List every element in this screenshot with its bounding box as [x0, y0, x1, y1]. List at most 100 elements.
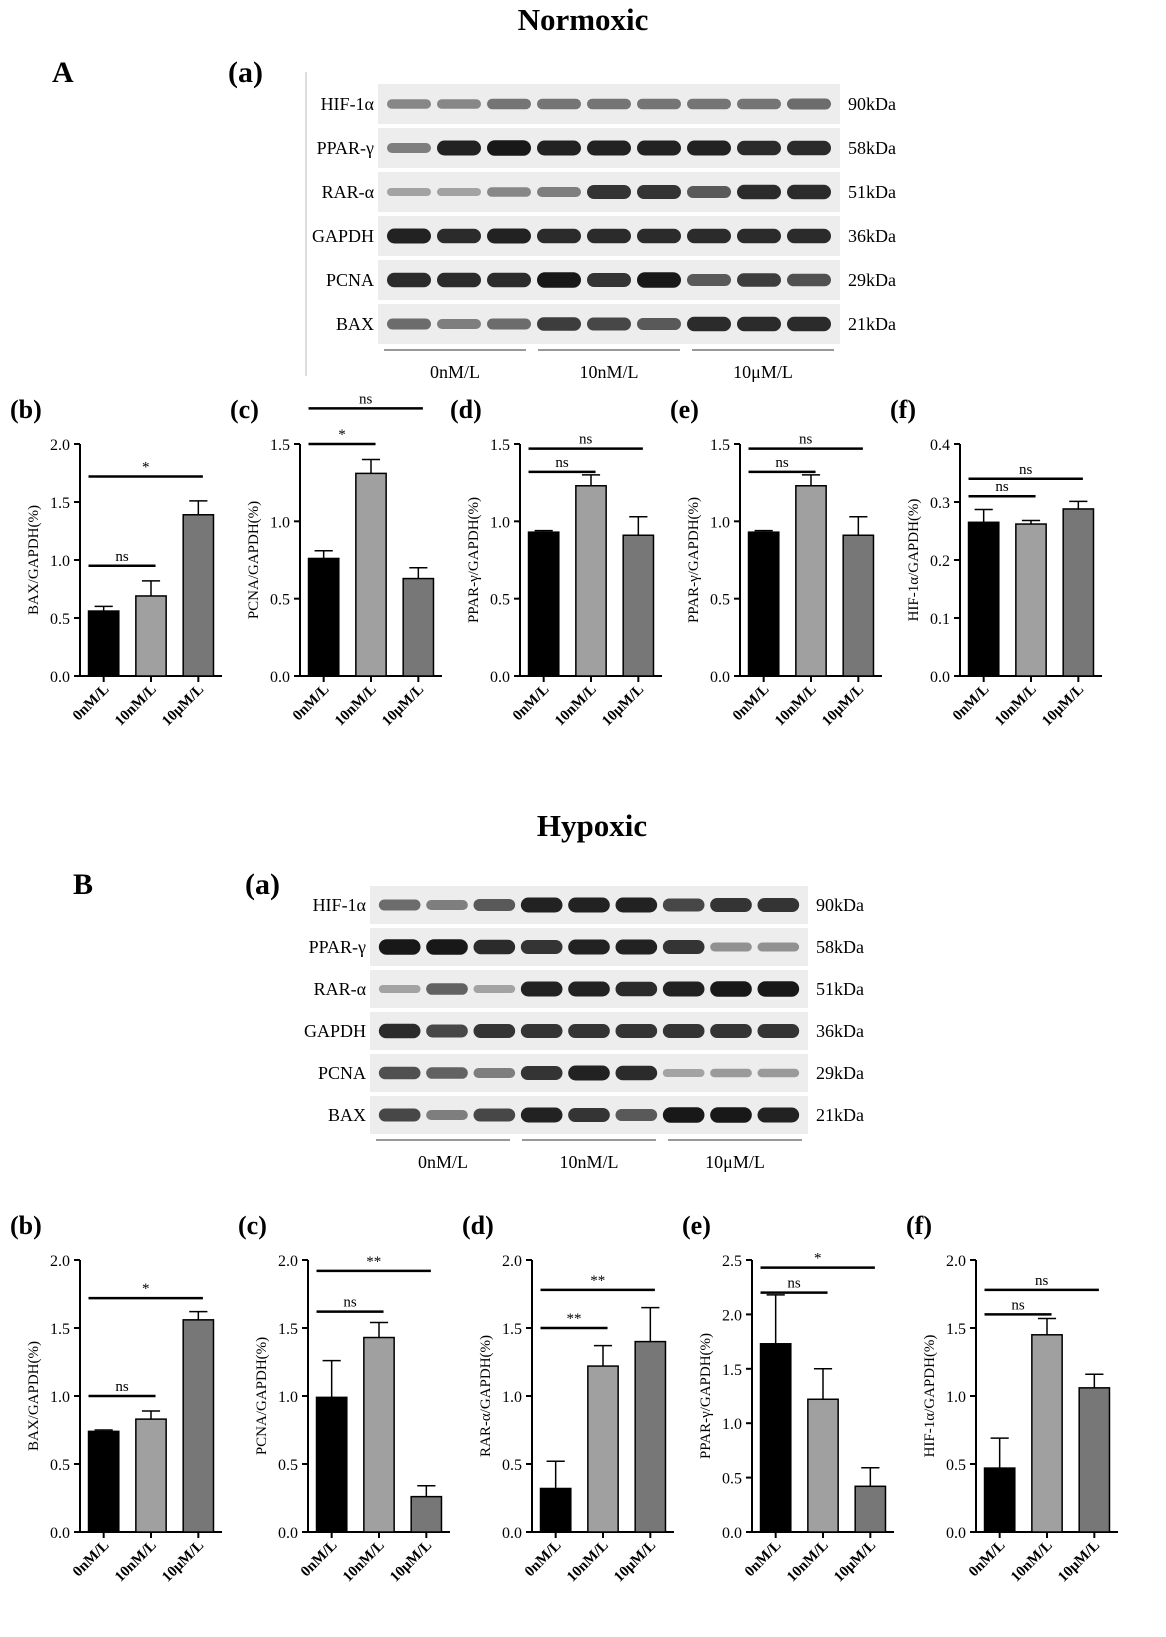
- y-axis-label: HIF-1α/GAPDH(%): [906, 499, 922, 622]
- western-blot-hypoxic: HIF-1α 90kDa PPAR-γ 58kDa RAR-α 51kDa GAPDH 36k…: [304, 886, 864, 1172]
- y-tick-label: 1.0: [270, 514, 290, 531]
- y-tick-label: 2.0: [946, 1253, 966, 1270]
- y-tick-label: 1.5: [490, 437, 510, 454]
- chart-a-c: (c) 0.0 0.5 1.0 1.5 PCNA/GAPDH(%) 0nM/L 10nM/L 1…: [230, 391, 442, 730]
- blot-band: [587, 317, 631, 331]
- blot-protein-label: BAX: [336, 314, 374, 334]
- y-axis-label: BAX/GAPDH(%): [26, 1341, 42, 1451]
- y-tick-label: 0.0: [278, 1525, 298, 1542]
- bar: [967, 521, 1000, 677]
- significance-label: ns: [359, 391, 373, 407]
- blot-band: [687, 98, 731, 110]
- chart-b-d: (d) 0.0 0.5 1.0 1.5 2.0 RAR-α/GAPDH(%) 0nM/L 10n…: [462, 1211, 674, 1585]
- y-axis-label: PCNA/GAPDH(%): [254, 1337, 270, 1455]
- blot-band: [437, 99, 481, 109]
- blot-protein-label: GAPDH: [304, 1021, 366, 1041]
- y-axis-label: HIF-1α/GAPDH(%): [922, 1335, 938, 1458]
- x-tick-label: 0nM/L: [950, 682, 993, 725]
- blot-band: [520, 897, 563, 913]
- x-tick-label: 10nM/L: [340, 1538, 388, 1586]
- blot-band: [615, 897, 658, 913]
- blot-band: [737, 316, 781, 332]
- blot-band: [537, 317, 581, 331]
- x-tick-label: 0nM/L: [510, 682, 553, 725]
- blot-band: [568, 1108, 610, 1122]
- section-a-title: Normoxic: [517, 2, 649, 37]
- x-tick-label: 10μM/L: [831, 1538, 879, 1586]
- bar: [587, 1365, 619, 1533]
- blot-band: [662, 1024, 705, 1038]
- blot-size-label: 58kDa: [848, 138, 896, 158]
- blot-band: [637, 140, 681, 156]
- significance-label: ns: [775, 455, 789, 471]
- panel-b-letter: B: [73, 868, 94, 901]
- significance-label: **: [366, 1254, 381, 1270]
- blot-size-label: 21kDa: [848, 314, 896, 334]
- significance-label: ns: [343, 1295, 357, 1311]
- x-tick-label: 10nM/L: [772, 682, 820, 730]
- blot-band: [587, 273, 631, 287]
- bar: [307, 557, 340, 677]
- blot-group-label: 10μM/L: [733, 362, 793, 382]
- y-tick-label: 1.0: [50, 1389, 70, 1406]
- blot-band: [537, 272, 581, 288]
- y-tick-label: 1.5: [946, 1321, 966, 1338]
- blot-size-label: 29kDa: [816, 1063, 864, 1083]
- x-tick-label: 10nM/L: [1008, 1538, 1056, 1586]
- blot-band: [378, 939, 421, 955]
- blot-band: [387, 143, 431, 153]
- blot-band: [587, 140, 631, 156]
- y-tick-label: 0.5: [270, 592, 290, 609]
- x-tick-label: 10nM/L: [552, 682, 600, 730]
- blot-group-label: 10nM/L: [579, 362, 638, 382]
- blot-band: [662, 898, 705, 912]
- y-tick-label: 0.0: [946, 1525, 966, 1542]
- x-tick-label: 0nM/L: [966, 1538, 1009, 1581]
- blot-band: [787, 184, 831, 200]
- panel-letter: (e): [670, 395, 699, 424]
- blot-group-label: 10nM/L: [559, 1152, 618, 1172]
- significance-label: ns: [995, 479, 1009, 495]
- blot-band: [787, 273, 831, 287]
- chart-a-b: (b) 0.0 0.5 1.0 1.5 2.0 BAX/GAPDH(%) 0nM/L 10nM/…: [10, 395, 222, 730]
- blot-size-label: 90kDa: [848, 94, 896, 114]
- blot-band: [537, 228, 581, 244]
- panel-a-letter: A: [52, 56, 74, 89]
- x-tick-label: 10μM/L: [159, 682, 207, 730]
- significance-label: ns: [115, 549, 129, 565]
- blot-band: [710, 898, 752, 912]
- blot-band: [520, 981, 563, 997]
- x-tick-label: 0nM/L: [522, 1538, 565, 1581]
- bar: [842, 534, 875, 677]
- bar: [182, 514, 215, 677]
- y-tick-label: 0.5: [946, 1457, 966, 1474]
- blot-band: [587, 185, 631, 199]
- panel-letter: (d): [462, 1211, 494, 1240]
- blot-size-label: 90kDa: [816, 895, 864, 915]
- blot-band: [687, 186, 731, 198]
- y-tick-label: 0.0: [50, 669, 70, 686]
- x-tick-label: 0nM/L: [730, 682, 773, 725]
- x-tick-label: 10nM/L: [332, 682, 380, 730]
- x-tick-label: 10μM/L: [819, 682, 867, 730]
- blot-band: [710, 981, 752, 997]
- blot-band: [378, 1108, 421, 1122]
- blot-band: [587, 98, 631, 110]
- bar: [527, 531, 560, 677]
- y-tick-label: 2.0: [50, 437, 70, 454]
- blot-protein-label: PPAR-γ: [317, 138, 374, 158]
- significance-label: **: [567, 1311, 582, 1327]
- blot-band: [387, 318, 431, 330]
- blot-band: [520, 1024, 563, 1038]
- bar: [135, 1418, 167, 1533]
- blot-band: [426, 1067, 468, 1079]
- y-axis-label: PPAR-γ/GAPDH(%): [698, 1333, 714, 1459]
- blot-a-letter: (a): [228, 56, 263, 89]
- bar: [1078, 1387, 1111, 1533]
- blot-band: [487, 140, 531, 156]
- blot-band: [662, 981, 705, 997]
- blot-protein-label: PCNA: [326, 270, 374, 290]
- blot-band: [387, 228, 431, 244]
- blot-band: [387, 272, 431, 288]
- y-tick-label: 0.5: [710, 592, 730, 609]
